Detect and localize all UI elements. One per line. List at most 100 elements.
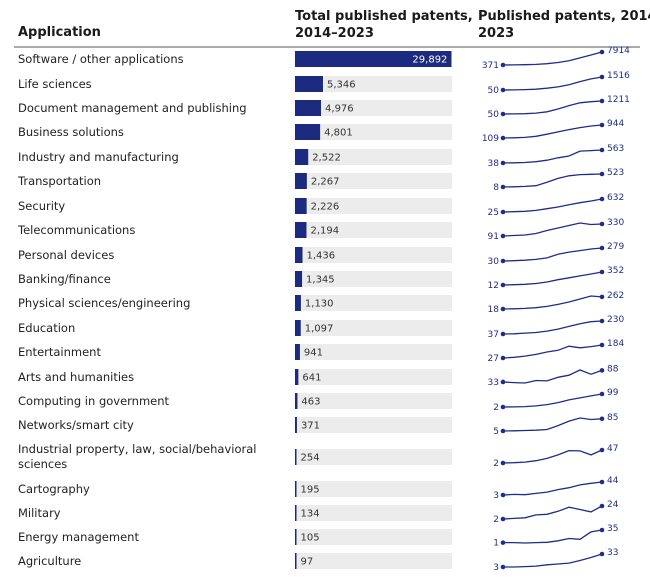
category-label: Banking/finance (18, 272, 111, 286)
sparkline-start-point (500, 184, 506, 190)
header-trend-line1: Published patents, 2014– (478, 9, 650, 24)
bar-track (295, 505, 452, 521)
sparkline-start-label: 25 (488, 208, 499, 218)
sparkline-end-point (599, 269, 605, 275)
sparkline-end-label: 85 (607, 413, 618, 423)
sparkline-end-label: 33 (607, 548, 618, 558)
sparkline-start-label: 30 (488, 257, 500, 267)
header-total-line2: 2014–2023 (295, 26, 374, 41)
sparkline-start-point (500, 404, 506, 410)
bar-track (295, 553, 452, 569)
bar-value-label: 4,976 (325, 104, 354, 115)
sparkline (502, 100, 603, 115)
bar (295, 553, 297, 569)
sparkline-end-label: 330 (607, 218, 624, 228)
bar (295, 271, 303, 287)
sparkline (503, 553, 603, 568)
sparkline (502, 247, 603, 262)
sparkline-start-point (500, 516, 506, 522)
sparkline (502, 369, 603, 384)
category-label: Business solutions (18, 125, 124, 139)
bar-value-label: 97 (301, 557, 314, 568)
bar-value-label: 134 (301, 509, 320, 520)
category-label: Industry and manufacturing (18, 150, 179, 164)
bar (295, 505, 297, 521)
sparkline (503, 529, 603, 544)
sparkline (502, 393, 603, 408)
category-label: Computing in government (18, 394, 170, 408)
category-label: Security (18, 199, 65, 213)
bar-track (295, 76, 452, 92)
sparkline-end-point (599, 368, 605, 373)
chart-row: Personal devices 1,436 30 279 (18, 242, 624, 267)
sparkline-end-label: 279 (607, 242, 624, 252)
chart-row: Industry and manufacturing 2,522 38 563 (18, 144, 624, 169)
bar-value-label: 1,436 (307, 251, 336, 262)
sparkline-end-point (599, 527, 605, 533)
bar (295, 417, 297, 433)
bar-track (295, 393, 452, 409)
sparkline (502, 76, 603, 91)
sparkline (502, 449, 603, 464)
sparkline (502, 417, 603, 432)
category-label: Arts and humanities (18, 370, 134, 384)
bar (295, 295, 301, 311)
bar (295, 198, 307, 214)
bar-track (295, 449, 452, 465)
category-label: Document management and publishing (18, 101, 247, 115)
sparkline-end-label: 1516 (607, 71, 630, 81)
sparkline (502, 344, 603, 359)
sparkline-start-point (500, 209, 506, 215)
bar (295, 393, 298, 409)
sparkline-start-point (500, 540, 506, 545)
sparkline-start-point (500, 111, 506, 117)
bar-track (295, 198, 452, 214)
chart-row: Physical sciences/engineering 1,130 18 262 (18, 291, 624, 315)
sparkline-start-point (500, 492, 506, 498)
sparkline-end-label: 632 (607, 193, 624, 203)
sparkline (502, 271, 603, 286)
bar-track (295, 417, 452, 433)
bar (295, 100, 322, 116)
bar-track (295, 320, 452, 336)
sparkline-end-point (599, 122, 605, 128)
sparkline-end-label: 352 (607, 266, 624, 276)
sparkline-start-label: 3 (493, 491, 499, 501)
sparkline-start-point (500, 564, 506, 570)
chart-row: Transportation 2,267 8 523 (17, 168, 624, 193)
header-total-line1: Total published patents, (295, 9, 473, 24)
chart-row: Telecommunications 2,194 91 330 (17, 218, 624, 242)
bar-value-label: 29,892 (412, 55, 447, 66)
bar-value-label: 2,522 (312, 153, 341, 164)
chart-row: Banking/finance 1,345 12 352 (18, 266, 624, 291)
sparkline (502, 481, 603, 496)
sparkline-start-label: 2 (493, 403, 499, 413)
sparkline-start-point (500, 160, 506, 166)
bar (295, 481, 297, 497)
sparkline-end-point (599, 147, 605, 153)
category-label: Cartography (18, 482, 90, 496)
sparkline-end-point (599, 98, 605, 104)
bar-track (295, 369, 452, 385)
bar (295, 320, 301, 336)
chart-row: Industrial property, law, social/behavio… (18, 442, 618, 471)
sparkline-start-label: 27 (488, 354, 499, 364)
category-label: Life sciences (18, 77, 92, 91)
bar-value-label: 2,194 (310, 226, 339, 237)
sparkline-start-label: 38 (488, 159, 500, 169)
bar-value-label: 195 (301, 485, 320, 496)
sparkline (502, 51, 603, 66)
category-label: Energy management (18, 530, 139, 544)
sparkline-start-point (500, 379, 506, 385)
sparkline-start-label: 5 (493, 427, 499, 437)
bar-track (295, 100, 452, 116)
chart-row: Energy management 105 1 35 (18, 524, 618, 549)
header-trend-line2: 2023 (478, 26, 514, 41)
sparkline-start-point (500, 331, 506, 337)
sparkline-start-point (500, 258, 506, 264)
bar-track (295, 222, 452, 238)
bar (295, 173, 307, 189)
category-label: Entertainment (18, 345, 101, 359)
bar-value-label: 4,801 (324, 128, 353, 139)
